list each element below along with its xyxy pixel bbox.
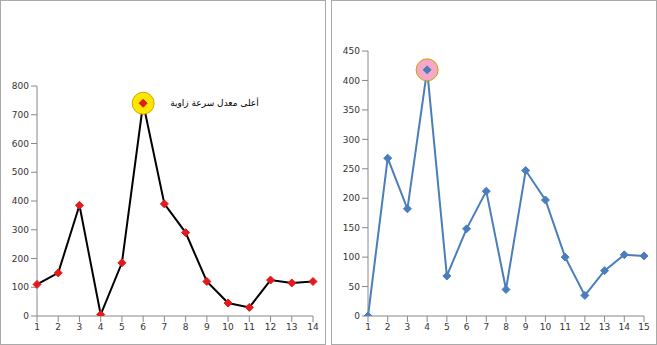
svg-text:800: 800 bbox=[12, 81, 29, 91]
svg-text:200: 200 bbox=[12, 254, 29, 264]
svg-text:3: 3 bbox=[77, 322, 83, 332]
svg-text:10: 10 bbox=[222, 322, 234, 332]
svg-text:300: 300 bbox=[343, 135, 360, 145]
svg-text:150: 150 bbox=[343, 223, 360, 233]
svg-text:2: 2 bbox=[55, 322, 61, 332]
svg-text:13: 13 bbox=[286, 322, 297, 332]
svg-text:700: 700 bbox=[12, 110, 29, 120]
svg-text:5: 5 bbox=[119, 322, 125, 332]
svg-text:300: 300 bbox=[12, 225, 29, 235]
svg-text:11: 11 bbox=[244, 322, 255, 332]
svg-text:6: 6 bbox=[140, 322, 146, 332]
svg-text:5: 5 bbox=[444, 322, 450, 332]
svg-text:250: 250 bbox=[343, 164, 360, 174]
svg-text:8: 8 bbox=[183, 322, 189, 332]
svg-text:50: 50 bbox=[349, 282, 361, 292]
svg-text:450: 450 bbox=[343, 46, 360, 56]
svg-text:400: 400 bbox=[343, 76, 360, 86]
svg-text:4: 4 bbox=[98, 322, 104, 332]
svg-text:2: 2 bbox=[385, 322, 391, 332]
svg-text:9: 9 bbox=[204, 322, 210, 332]
svg-text:11: 11 bbox=[559, 322, 570, 332]
svg-text:12: 12 bbox=[579, 322, 590, 332]
svg-text:13: 13 bbox=[599, 322, 610, 332]
svg-text:100: 100 bbox=[343, 252, 360, 262]
svg-text:6: 6 bbox=[464, 322, 470, 332]
svg-text:200: 200 bbox=[343, 193, 360, 203]
svg-text:7: 7 bbox=[162, 322, 168, 332]
svg-text:14: 14 bbox=[307, 322, 319, 332]
svg-text:أعلى معدل سرعة زاوية: أعلى معدل سرعة زاوية bbox=[170, 97, 259, 108]
svg-text:12: 12 bbox=[265, 322, 276, 332]
svg-text:0: 0 bbox=[23, 311, 29, 321]
svg-text:1: 1 bbox=[365, 322, 371, 332]
svg-text:14: 14 bbox=[619, 322, 631, 332]
svg-text:4: 4 bbox=[424, 322, 430, 332]
svg-text:400: 400 bbox=[12, 196, 29, 206]
svg-text:3: 3 bbox=[405, 322, 411, 332]
svg-text:8: 8 bbox=[503, 322, 509, 332]
svg-text:9: 9 bbox=[523, 322, 529, 332]
svg-text:600: 600 bbox=[12, 139, 29, 149]
svg-text:7: 7 bbox=[483, 322, 489, 332]
svg-text:0: 0 bbox=[354, 311, 360, 321]
svg-text:10: 10 bbox=[540, 322, 552, 332]
svg-text:500: 500 bbox=[12, 167, 29, 177]
svg-text:15: 15 bbox=[638, 322, 649, 332]
svg-text:100: 100 bbox=[12, 282, 29, 292]
svg-text:350: 350 bbox=[343, 105, 360, 115]
svg-text:1: 1 bbox=[34, 322, 40, 332]
